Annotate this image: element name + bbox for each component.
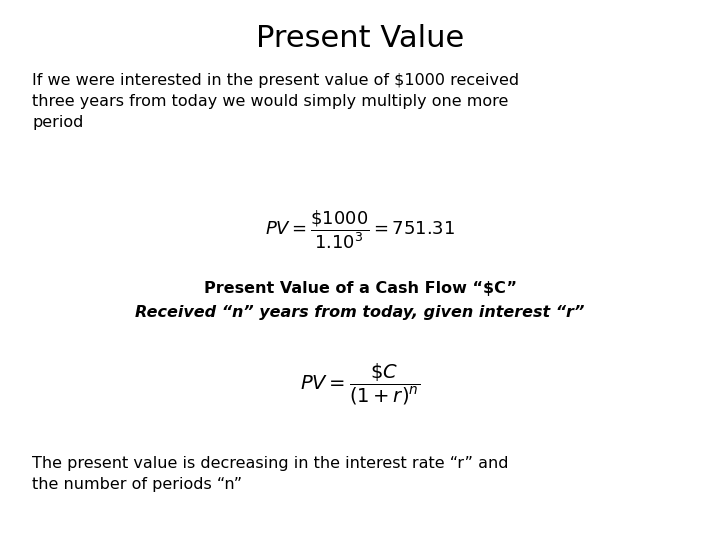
Text: Present Value of a Cash Flow “$C”: Present Value of a Cash Flow “$C” xyxy=(204,281,516,296)
Text: $PV = \dfrac{\$C}{(1+r)^{n}}$: $PV = \dfrac{\$C}{(1+r)^{n}}$ xyxy=(300,362,420,407)
Text: The present value is decreasing in the interest rate “r” and
the number of perio: The present value is decreasing in the i… xyxy=(32,456,509,492)
Text: If we were interested in the present value of $1000 received
three years from to: If we were interested in the present val… xyxy=(32,73,520,130)
Text: $PV = \dfrac{\$1000}{1.10^{3}} = 751.31$: $PV = \dfrac{\$1000}{1.10^{3}} = 751.31$ xyxy=(265,208,455,251)
Text: Received “n” years from today, given interest “r”: Received “n” years from today, given int… xyxy=(135,305,585,320)
Text: Present Value: Present Value xyxy=(256,24,464,53)
